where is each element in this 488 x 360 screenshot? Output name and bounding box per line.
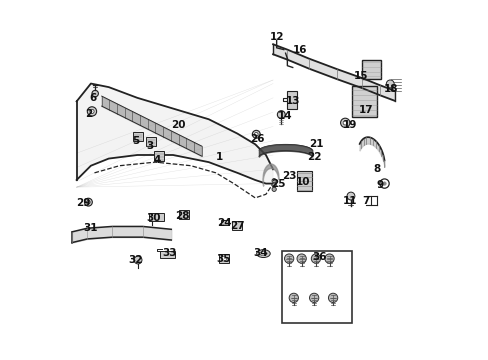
Bar bbox=[362, 60, 380, 79]
Circle shape bbox=[379, 179, 388, 188]
Text: 9: 9 bbox=[376, 180, 383, 190]
Circle shape bbox=[288, 293, 298, 302]
Text: 8: 8 bbox=[372, 164, 380, 174]
Text: 28: 28 bbox=[174, 211, 189, 221]
Text: 11: 11 bbox=[342, 197, 356, 206]
Bar bbox=[218, 253, 229, 263]
Circle shape bbox=[346, 192, 354, 200]
Bar bbox=[145, 137, 156, 147]
Text: 19: 19 bbox=[342, 120, 356, 130]
Circle shape bbox=[92, 90, 98, 97]
Text: 21: 21 bbox=[308, 139, 323, 149]
Text: 15: 15 bbox=[353, 71, 367, 81]
Text: 32: 32 bbox=[128, 255, 142, 265]
Text: 33: 33 bbox=[162, 248, 176, 258]
Text: 27: 27 bbox=[229, 221, 244, 231]
Text: 6: 6 bbox=[89, 93, 96, 103]
Polygon shape bbox=[77, 84, 272, 184]
Text: 12: 12 bbox=[269, 32, 284, 42]
Text: 35: 35 bbox=[215, 253, 230, 264]
Text: 2: 2 bbox=[85, 109, 93, 119]
Circle shape bbox=[271, 179, 276, 183]
Text: 31: 31 bbox=[83, 223, 98, 233]
Circle shape bbox=[221, 256, 226, 261]
Bar bbox=[133, 132, 143, 141]
Circle shape bbox=[252, 130, 260, 138]
Circle shape bbox=[386, 80, 393, 88]
Bar bbox=[351, 86, 377, 117]
Circle shape bbox=[284, 254, 293, 263]
Circle shape bbox=[340, 118, 349, 127]
Bar bbox=[286, 91, 296, 109]
Circle shape bbox=[311, 254, 320, 263]
Text: 13: 13 bbox=[285, 96, 299, 107]
Circle shape bbox=[271, 187, 276, 192]
Circle shape bbox=[296, 254, 305, 263]
Text: 18: 18 bbox=[383, 84, 397, 94]
Text: 1: 1 bbox=[215, 152, 223, 162]
Text: 30: 30 bbox=[146, 212, 161, 222]
Text: 24: 24 bbox=[217, 218, 232, 228]
Text: 34: 34 bbox=[253, 248, 267, 258]
Circle shape bbox=[277, 111, 285, 118]
Circle shape bbox=[134, 256, 142, 264]
Bar bbox=[160, 251, 175, 258]
Bar bbox=[231, 221, 241, 230]
Text: 7: 7 bbox=[362, 197, 369, 206]
Circle shape bbox=[271, 183, 276, 187]
Ellipse shape bbox=[256, 249, 270, 257]
Text: 20: 20 bbox=[171, 120, 185, 130]
Circle shape bbox=[382, 182, 386, 185]
Text: 23: 23 bbox=[281, 171, 296, 181]
Circle shape bbox=[324, 254, 333, 263]
Bar bbox=[179, 210, 189, 219]
Circle shape bbox=[86, 201, 90, 204]
Text: 26: 26 bbox=[249, 134, 264, 144]
Ellipse shape bbox=[259, 251, 266, 256]
Circle shape bbox=[309, 293, 318, 302]
Bar bbox=[148, 213, 163, 221]
Text: 22: 22 bbox=[306, 152, 321, 162]
Text: 29: 29 bbox=[77, 198, 91, 208]
Bar bbox=[221, 220, 228, 225]
Text: 36: 36 bbox=[312, 252, 326, 262]
Text: 3: 3 bbox=[146, 141, 153, 151]
Bar bbox=[282, 251, 351, 323]
Text: 14: 14 bbox=[278, 111, 292, 121]
Circle shape bbox=[84, 198, 92, 206]
Text: 5: 5 bbox=[132, 136, 139, 146]
Circle shape bbox=[90, 109, 94, 113]
Text: 10: 10 bbox=[296, 177, 310, 187]
Bar bbox=[154, 152, 164, 161]
Circle shape bbox=[254, 132, 258, 136]
Text: 17: 17 bbox=[358, 105, 372, 115]
Text: 16: 16 bbox=[292, 45, 306, 55]
Text: 25: 25 bbox=[271, 179, 285, 189]
Circle shape bbox=[343, 121, 346, 125]
Circle shape bbox=[87, 107, 97, 116]
Circle shape bbox=[328, 293, 337, 302]
Bar bbox=[297, 171, 312, 192]
Text: 4: 4 bbox=[153, 156, 161, 165]
